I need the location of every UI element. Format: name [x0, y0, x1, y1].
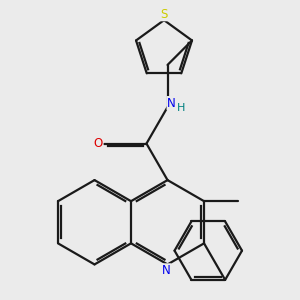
- Text: H: H: [177, 103, 186, 113]
- Text: O: O: [94, 137, 103, 150]
- Text: S: S: [160, 8, 168, 21]
- Text: N: N: [162, 264, 171, 277]
- Text: N: N: [167, 97, 176, 110]
